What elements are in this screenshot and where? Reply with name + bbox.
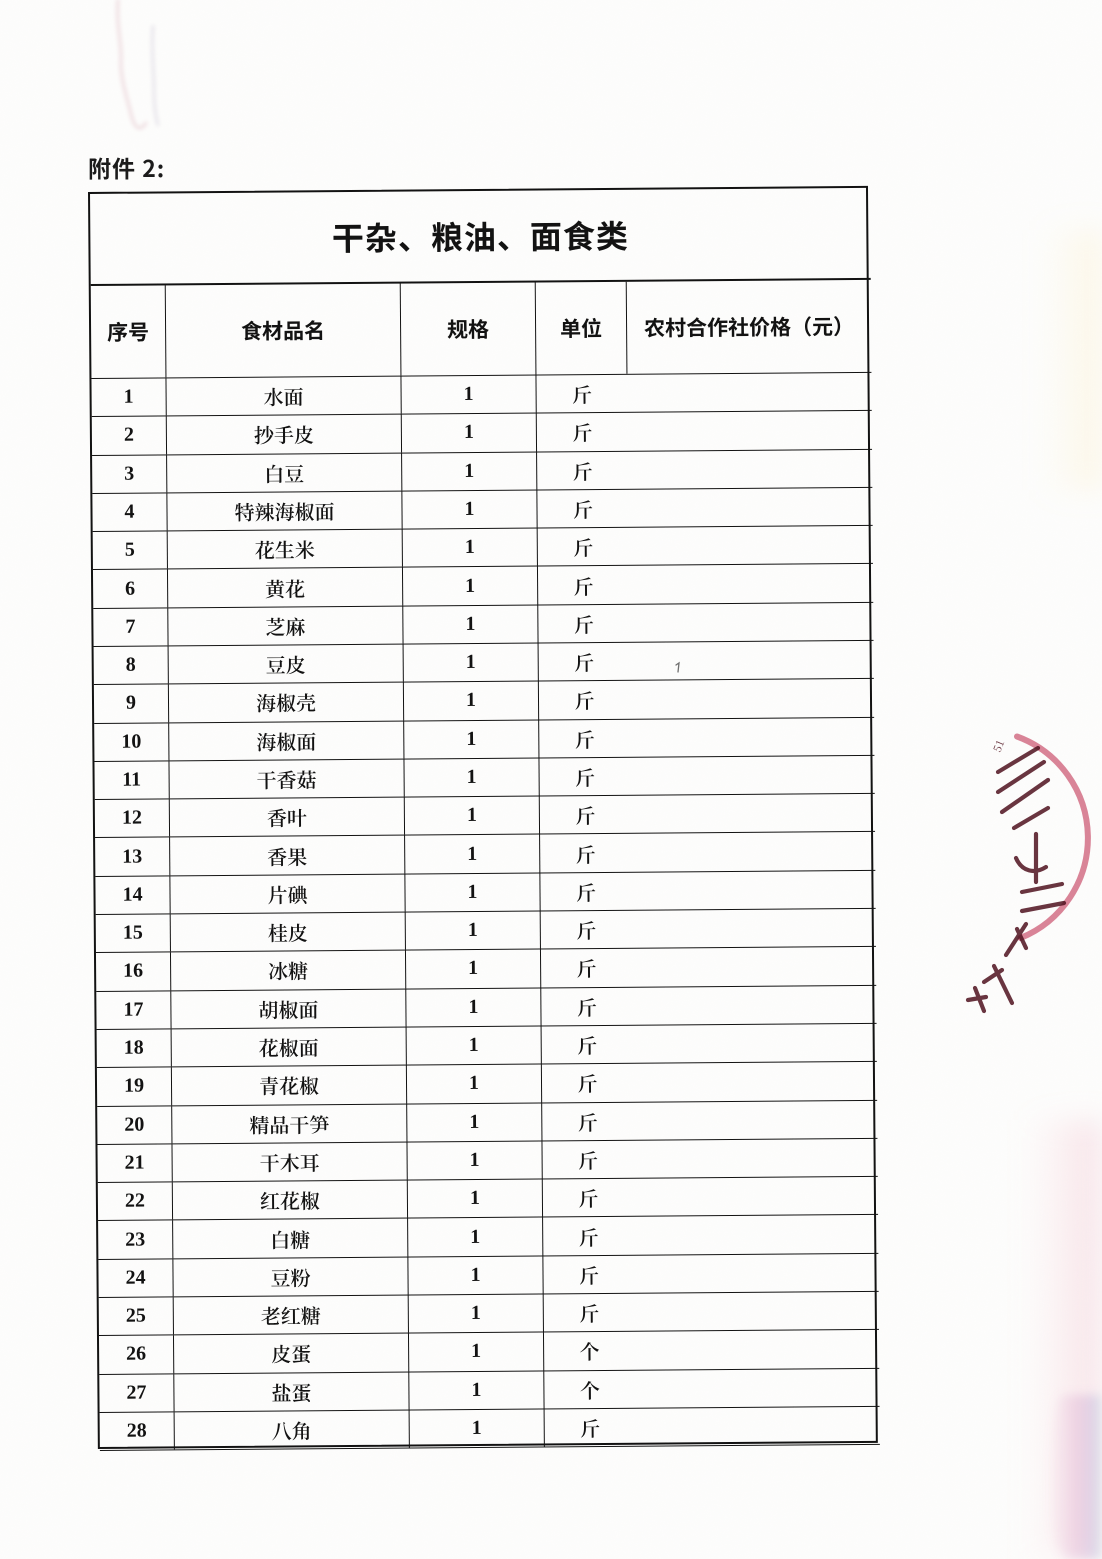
svg-text:51: 51 [989, 737, 1008, 754]
